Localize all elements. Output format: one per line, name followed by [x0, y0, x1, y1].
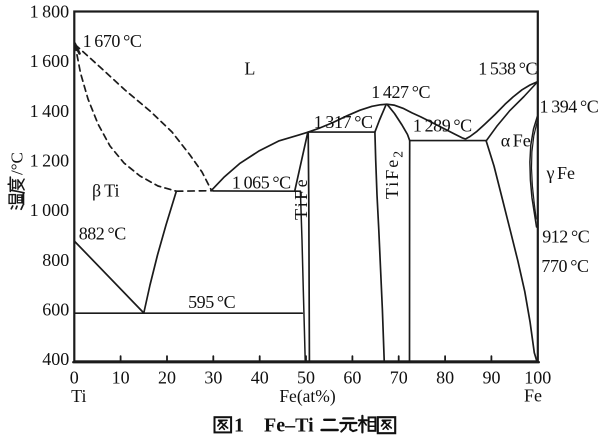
svg-text:βTi: β Ti	[92, 180, 120, 200]
svg-text:1 065 °C: 1 065 °C	[232, 173, 291, 193]
svg-text:1 600: 1 600	[30, 51, 70, 71]
svg-text:Fe–Ti: Fe–Ti	[264, 414, 314, 436]
svg-text:60: 60	[343, 367, 361, 387]
svg-text:400: 400	[42, 349, 69, 369]
svg-text:1 400: 1 400	[30, 101, 70, 121]
svg-text:70: 70	[390, 367, 408, 387]
svg-text:1 394 °C: 1 394 °C	[540, 97, 599, 117]
svg-text:γFe: γ Fe	[546, 163, 575, 183]
svg-text:40: 40	[251, 367, 269, 387]
svg-text:100: 100	[524, 367, 551, 387]
svg-text:80: 80	[436, 367, 454, 387]
svg-text:1 800: 1 800	[30, 2, 70, 22]
svg-text:20: 20	[158, 367, 176, 387]
svg-text:1 670 °C: 1 670 °C	[83, 31, 142, 51]
svg-text:800: 800	[42, 250, 69, 270]
svg-text:1 317 °C: 1 317 °C	[314, 112, 373, 132]
svg-text:595 °C: 595 °C	[188, 292, 236, 312]
svg-text:50: 50	[297, 367, 315, 387]
svg-text:912 °C: 912 °C	[542, 227, 590, 247]
svg-text:10: 10	[112, 367, 130, 387]
svg-text:Fe: Fe	[524, 386, 542, 406]
svg-text:1 200: 1 200	[30, 151, 70, 171]
svg-text:0: 0	[70, 367, 79, 387]
svg-text:αFe: α Fe	[501, 130, 531, 150]
svg-text:882 °C: 882 °C	[79, 223, 127, 243]
svg-text:770 °C: 770 °C	[541, 256, 589, 276]
svg-text:600: 600	[42, 300, 69, 320]
svg-text:1 427 °C: 1 427 °C	[371, 82, 430, 102]
svg-text:Fe(at%): Fe(at%)	[279, 386, 336, 406]
svg-text:TiFe: TiFe	[291, 177, 311, 220]
svg-text:1: 1	[234, 414, 244, 436]
svg-text:1 538 °C: 1 538 °C	[478, 59, 537, 79]
svg-text:/°C: /°C	[7, 152, 26, 175]
svg-text:30: 30	[204, 367, 222, 387]
svg-text:90: 90	[482, 367, 500, 387]
svg-text:L: L	[244, 59, 255, 79]
svg-text:1 000: 1 000	[30, 200, 70, 220]
svg-text:Ti: Ti	[71, 386, 86, 406]
svg-text:TiFe2: TiFe2	[382, 149, 406, 199]
svg-text:1 289 °C: 1 289 °C	[413, 116, 472, 136]
